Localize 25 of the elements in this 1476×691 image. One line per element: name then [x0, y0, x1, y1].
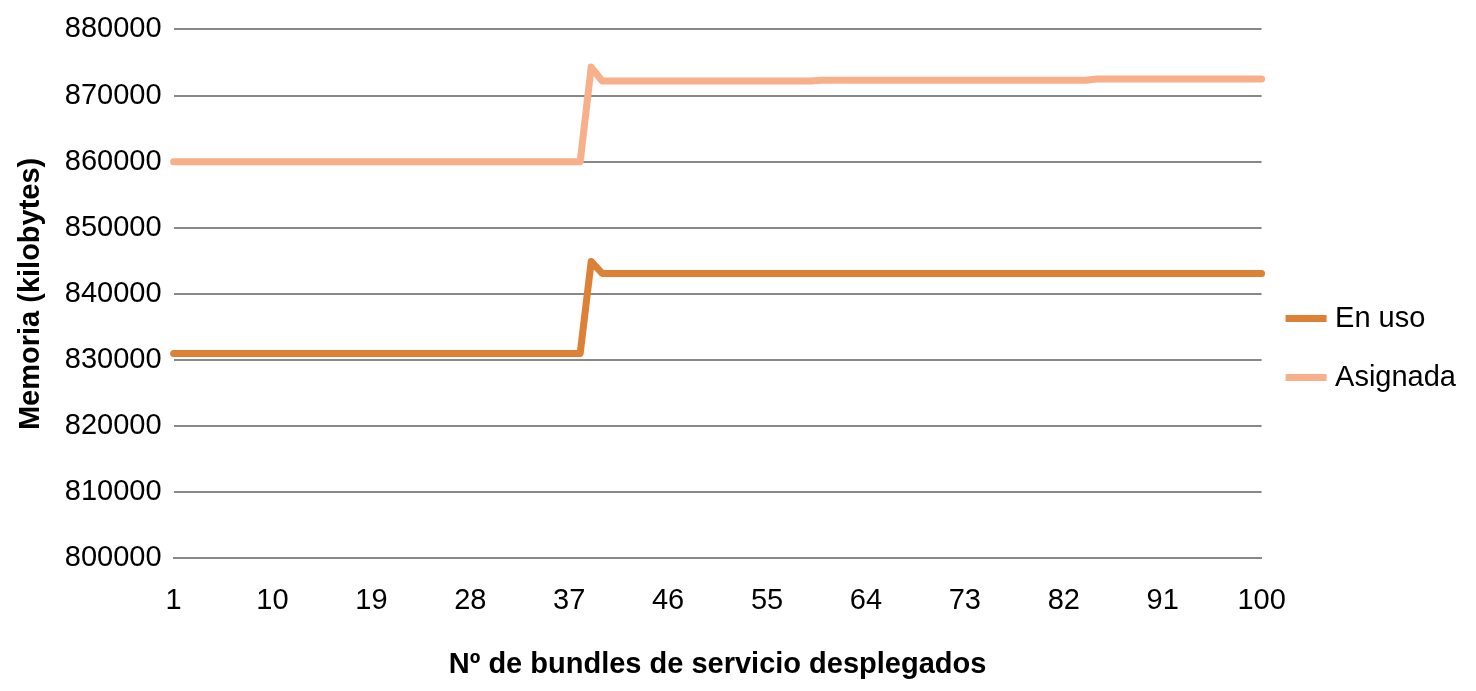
y-tick-label: 830000	[64, 342, 162, 375]
x-tick-label: 37	[553, 582, 586, 615]
y-tick-label: 880000	[64, 11, 162, 44]
y-tick-label: 800000	[64, 540, 162, 573]
x-tick-label: 28	[454, 582, 487, 615]
x-axis-title: Nº de bundles de servicio desplegados	[448, 646, 987, 679]
x-tick-label: 46	[651, 582, 685, 615]
y-tick-label: 860000	[64, 143, 162, 176]
x-tick-label: 82	[1047, 582, 1080, 615]
x-tick-label: 1	[165, 582, 182, 615]
x-tick-label: 64	[849, 582, 883, 615]
x-tick-label: 100	[1237, 582, 1286, 615]
y-tick-label: 810000	[64, 474, 162, 507]
legend-label: Asignada	[1335, 359, 1457, 392]
x-tick-label: 19	[355, 582, 388, 615]
y-tick-label: 840000	[64, 275, 162, 308]
y-tick-label: 820000	[64, 408, 162, 441]
legend-label: En uso	[1335, 300, 1426, 333]
x-tick-label: 73	[948, 582, 981, 615]
y-tick-label: 850000	[64, 209, 162, 242]
x-tick-label: 10	[256, 582, 289, 615]
x-tick-label: 91	[1146, 582, 1179, 615]
y-tick-label: 870000	[64, 77, 162, 110]
y-axis-title: Memoria (kilobytes)	[13, 157, 46, 431]
x-tick-label: 55	[750, 582, 784, 615]
